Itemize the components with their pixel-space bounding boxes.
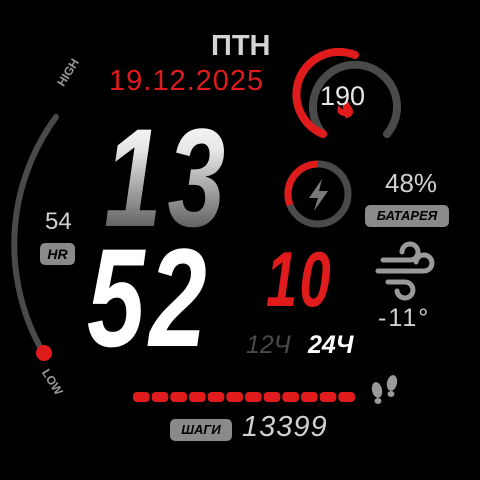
steps-segment xyxy=(207,392,225,402)
steps-segment xyxy=(263,392,281,402)
format-24h-toggle[interactable]: 24Ч xyxy=(308,331,354,359)
footprints-icon xyxy=(371,375,398,404)
heart-rate-value: 54 xyxy=(45,208,72,235)
format-12h-toggle[interactable]: 12Ч xyxy=(246,331,291,359)
minutes-display: 52 xyxy=(87,219,212,376)
steps-segment xyxy=(133,392,150,402)
temperature-value: -11° xyxy=(378,304,431,332)
weekday-label: ПТН xyxy=(211,30,271,62)
hr-scale-arc xyxy=(11,114,59,357)
steps-segment xyxy=(170,392,187,402)
wind-icon xyxy=(375,241,435,301)
steps-segment xyxy=(245,392,262,402)
steps-segment xyxy=(226,392,243,402)
hr-level-indicator xyxy=(36,345,52,361)
calories-ring xyxy=(292,47,401,138)
lightning-icon xyxy=(309,179,328,211)
battery-ring xyxy=(284,160,352,228)
steps-progress-bar xyxy=(133,392,355,402)
heart-rate-badge: HR xyxy=(40,243,75,265)
seconds-display: 10 xyxy=(266,235,333,323)
steps-segment xyxy=(338,392,355,402)
steps-segment xyxy=(319,392,337,402)
battery-value: 48% xyxy=(385,168,438,198)
steps-segment xyxy=(189,392,206,402)
steps-value: 13399 xyxy=(242,411,328,443)
battery-badge: БАТАРЕЯ xyxy=(365,205,449,227)
steps-segment xyxy=(151,392,169,402)
steps-segment xyxy=(301,392,318,402)
hours-display: 13 xyxy=(104,99,232,256)
flame-icon xyxy=(337,99,353,118)
steps-badge: ШАГИ xyxy=(170,419,232,441)
calories-value: 190 xyxy=(320,81,366,111)
steps-segment xyxy=(282,392,299,402)
date-label: 19.12.2025 xyxy=(109,65,265,97)
